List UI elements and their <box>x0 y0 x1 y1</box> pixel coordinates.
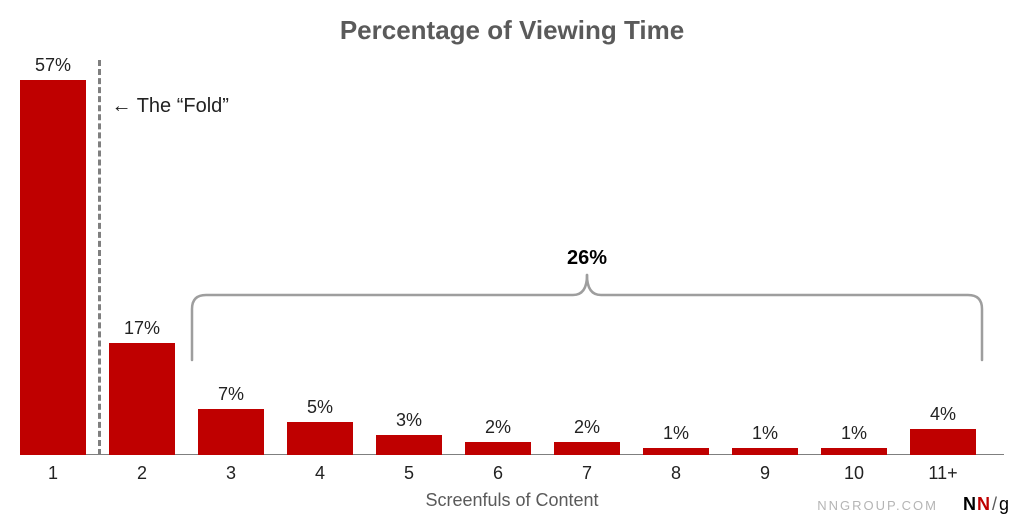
logo-g: g <box>999 494 1010 514</box>
bar-2 <box>109 343 175 455</box>
bar-label-3: 7% <box>218 384 244 409</box>
nng-logo: NN/g <box>963 494 1010 515</box>
bar-5 <box>376 435 442 455</box>
bar-label-1: 57% <box>35 55 71 80</box>
x-tick-9: 9 <box>760 463 770 484</box>
x-tick-6: 6 <box>493 463 503 484</box>
bar-label-9: 1% <box>752 423 778 448</box>
bar-10 <box>821 448 887 455</box>
bar-8 <box>643 448 709 455</box>
bar-label-6: 2% <box>485 417 511 442</box>
logo-slash: / <box>992 494 998 514</box>
bar-11+ <box>910 429 976 455</box>
bar-6 <box>465 442 531 455</box>
bar-4 <box>287 422 353 455</box>
attribution-text: NNGROUP.COM <box>817 498 938 513</box>
bar-label-10: 1% <box>841 423 867 448</box>
bar-3 <box>198 409 264 455</box>
chart-container: Percentage of Viewing Time 57% 17% 7% 5% 3% 2… <box>0 0 1024 519</box>
bar-label-8: 1% <box>663 423 689 448</box>
x-tick-1: 1 <box>48 463 58 484</box>
x-tick-5: 5 <box>404 463 414 484</box>
bar-1 <box>20 80 86 455</box>
x-tick-8: 8 <box>671 463 681 484</box>
bar-label-5: 3% <box>396 410 422 435</box>
fold-label: ← The “Fold” <box>112 95 229 118</box>
plot-area: 57%17%7%5%3%2%2%1%1%1%4%← The “Fold”26% <box>20 60 1004 455</box>
bar-label-7: 2% <box>574 417 600 442</box>
bracket-label: 26% <box>567 247 607 270</box>
bar-label-11+: 4% <box>930 404 956 429</box>
x-tick-7: 7 <box>582 463 592 484</box>
bar-9 <box>732 448 798 455</box>
x-tick-4: 4 <box>315 463 325 484</box>
bar-label-4: 5% <box>307 397 333 422</box>
logo-n2: N <box>977 494 991 514</box>
chart-title: Percentage of Viewing Time <box>0 15 1024 46</box>
x-tick-10: 10 <box>844 463 864 484</box>
bar-7 <box>554 442 620 455</box>
logo-n1: N <box>963 494 977 514</box>
x-tick-11+: 11+ <box>928 463 957 484</box>
fold-line <box>98 60 101 455</box>
x-tick-3: 3 <box>226 463 236 484</box>
x-tick-2: 2 <box>137 463 147 484</box>
bar-label-2: 17% <box>124 318 160 343</box>
